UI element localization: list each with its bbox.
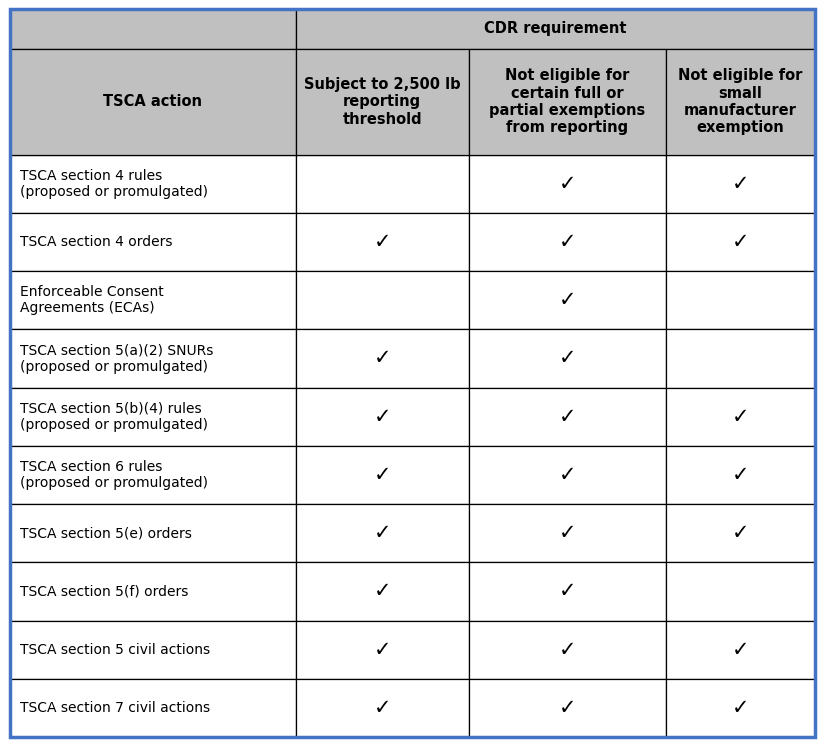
Text: Not eligible for
certain full or
partial exemptions
from reporting: Not eligible for certain full or partial… [489, 68, 646, 135]
Text: TSCA section 5(b)(4) rules
(proposed or promulgated): TSCA section 5(b)(4) rules (proposed or … [20, 401, 208, 432]
Bar [666, 388, 815, 446]
Bar [666, 446, 815, 504]
Text: TSCA section 6 rules
(proposed or promulgated): TSCA section 6 rules (proposed or promul… [20, 460, 208, 490]
Bar [469, 329, 666, 388]
Bar [10, 329, 295, 388]
Bar [10, 154, 295, 213]
Text: TSCA section 5(a)(2) SNURs
(proposed or promulgated): TSCA section 5(a)(2) SNURs (proposed or … [20, 343, 213, 374]
Bar [469, 562, 666, 621]
Text: TSCA section 7 civil actions: TSCA section 7 civil actions [20, 701, 210, 715]
Text: ✓: ✓ [559, 523, 576, 543]
Bar [666, 271, 815, 329]
Text: ✓: ✓ [732, 523, 749, 543]
Bar [666, 329, 815, 388]
Text: ✓: ✓ [559, 290, 576, 310]
Text: ✓: ✓ [732, 698, 749, 718]
Bar [295, 446, 469, 504]
Bar [295, 621, 469, 679]
Bar [469, 621, 666, 679]
Text: TSCA action: TSCA action [103, 94, 202, 109]
Bar [10, 388, 295, 446]
Text: ✓: ✓ [559, 465, 576, 485]
Bar [469, 213, 666, 271]
Text: ✓: ✓ [374, 523, 391, 543]
Text: TSCA section 5(e) orders: TSCA section 5(e) orders [20, 526, 191, 540]
Bar [10, 49, 295, 154]
Text: ✓: ✓ [559, 174, 576, 194]
Bar [666, 154, 815, 213]
Bar [295, 679, 469, 737]
Bar [666, 679, 815, 737]
Text: ✓: ✓ [374, 465, 391, 485]
Bar [10, 213, 295, 271]
Text: ✓: ✓ [374, 407, 391, 427]
Text: TSCA section 4 rules
(proposed or promulgated): TSCA section 4 rules (proposed or promul… [20, 169, 208, 198]
Bar [10, 504, 295, 562]
Bar [469, 49, 666, 154]
Text: ✓: ✓ [732, 465, 749, 485]
Bar [10, 562, 295, 621]
Text: Subject to 2,500 lb
reporting
threshold: Subject to 2,500 lb reporting threshold [304, 77, 460, 127]
Text: ✓: ✓ [559, 348, 576, 369]
Bar [666, 213, 815, 271]
Bar [10, 9, 815, 49]
Text: ✓: ✓ [374, 348, 391, 369]
Bar [469, 679, 666, 737]
Text: Enforceable Consent
Agreements (ECAs): Enforceable Consent Agreements (ECAs) [20, 285, 163, 316]
Text: TSCA section 5 civil actions: TSCA section 5 civil actions [20, 642, 210, 656]
Text: Not eligible for
small
manufacturer
exemption: Not eligible for small manufacturer exem… [678, 68, 803, 135]
Bar [295, 271, 469, 329]
Text: ✓: ✓ [374, 232, 391, 252]
Bar [295, 329, 469, 388]
Bar [295, 213, 469, 271]
Text: ✓: ✓ [559, 407, 576, 427]
Bar [295, 49, 469, 154]
Text: ✓: ✓ [559, 698, 576, 718]
Text: ✓: ✓ [732, 232, 749, 252]
Bar [469, 388, 666, 446]
Bar [666, 562, 815, 621]
Bar [469, 504, 666, 562]
Bar [295, 154, 469, 213]
Text: ✓: ✓ [559, 581, 576, 601]
Bar [295, 504, 469, 562]
Text: ✓: ✓ [374, 698, 391, 718]
Bar [10, 446, 295, 504]
Text: ✓: ✓ [732, 407, 749, 427]
Text: ✓: ✓ [559, 639, 576, 659]
Text: ✓: ✓ [374, 581, 391, 601]
Bar [10, 621, 295, 679]
Bar [10, 9, 295, 49]
Bar [666, 49, 815, 154]
Text: ✓: ✓ [374, 639, 391, 659]
Bar [666, 504, 815, 562]
Bar [469, 154, 666, 213]
Text: TSCA section 4 orders: TSCA section 4 orders [20, 235, 172, 249]
Bar [10, 679, 295, 737]
Bar [10, 271, 295, 329]
Text: ✓: ✓ [732, 174, 749, 194]
Text: ✓: ✓ [559, 232, 576, 252]
Bar [469, 271, 666, 329]
Text: TSCA section 5(f) orders: TSCA section 5(f) orders [20, 584, 188, 598]
Bar [295, 562, 469, 621]
Bar [666, 621, 815, 679]
Text: CDR requirement: CDR requirement [484, 22, 627, 37]
Bar [295, 9, 815, 49]
Bar [295, 388, 469, 446]
Bar [469, 446, 666, 504]
Text: ✓: ✓ [732, 639, 749, 659]
